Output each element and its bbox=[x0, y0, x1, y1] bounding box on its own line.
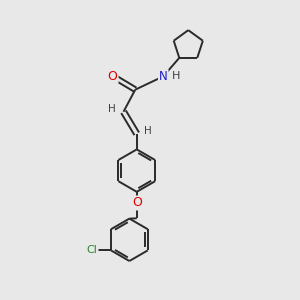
Text: Cl: Cl bbox=[87, 245, 98, 255]
Text: N: N bbox=[159, 70, 168, 83]
Text: H: H bbox=[171, 71, 180, 81]
Text: H: H bbox=[108, 104, 116, 114]
Text: O: O bbox=[108, 70, 118, 83]
Text: H: H bbox=[144, 126, 152, 136]
Text: O: O bbox=[132, 196, 142, 209]
